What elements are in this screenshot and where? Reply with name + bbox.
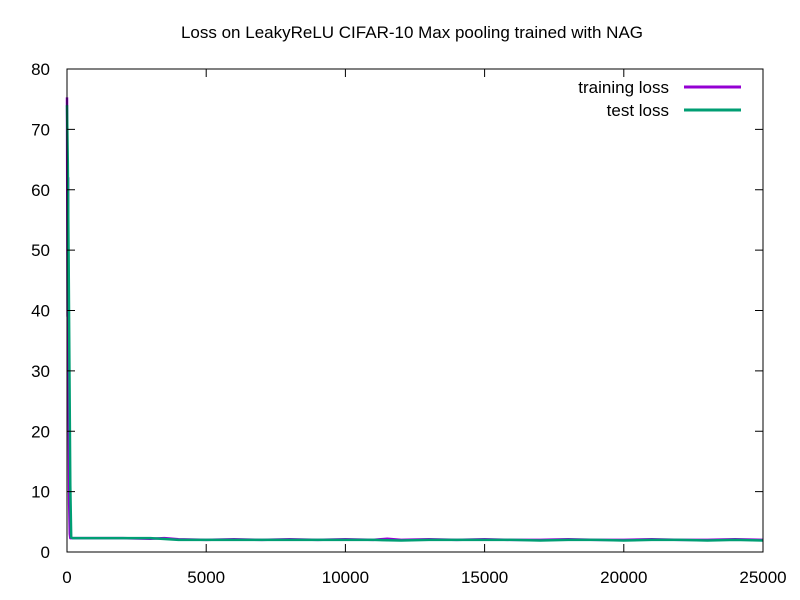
legend: training loss test loss (578, 78, 741, 120)
x-tick-label: 10000 (322, 568, 369, 587)
plot-frame (66, 68, 764, 553)
legend-label: test loss (607, 101, 669, 120)
y-tick-label: 50 (31, 241, 50, 260)
x-tick-label: 25000 (739, 568, 786, 587)
y-tick-label: 0 (41, 543, 50, 562)
series-line-test-loss (65, 105, 764, 542)
y-tick-label: 30 (31, 362, 50, 381)
series-line-training-loss (65, 97, 764, 542)
y-tick-label: 40 (31, 302, 50, 321)
y-tick-label: 20 (31, 422, 50, 441)
chart-title: Loss on LeakyReLU CIFAR-10 Max pooling t… (181, 23, 643, 42)
y-tick-label: 80 (31, 60, 50, 79)
x-tick-label: 15000 (461, 568, 508, 587)
ticks-layer: 0 5000 10000 15000 20000 25000 0 10 20 30 40 50 60 70… (31, 60, 787, 587)
x-tick-label: 0 (62, 568, 71, 587)
series-layer (65, 97, 764, 542)
y-tick-label: 60 (31, 181, 50, 200)
legend-label: training loss (578, 78, 669, 97)
x-tick-label: 5000 (187, 568, 225, 587)
x-tick-label: 20000 (600, 568, 647, 587)
y-tick-label: 10 (31, 483, 50, 502)
y-tick-label: 70 (31, 120, 50, 139)
